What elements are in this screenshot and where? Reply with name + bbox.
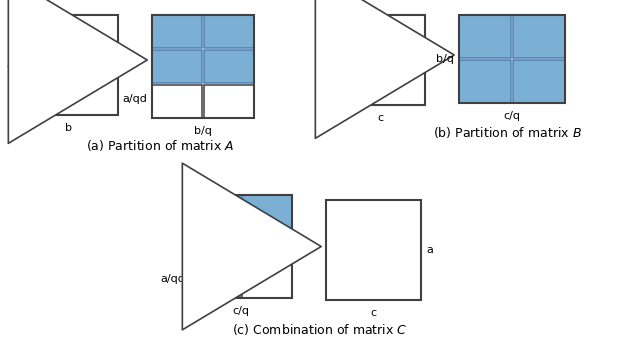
Bar — [513, 15, 565, 58]
Bar — [190, 265, 240, 298]
Text: b: b — [323, 55, 330, 65]
Bar — [190, 195, 292, 298]
Bar — [335, 15, 425, 105]
Text: (b) Partition of matrix $B$: (b) Partition of matrix $B$ — [433, 125, 582, 140]
Text: c: c — [371, 308, 376, 318]
Bar — [152, 85, 202, 118]
Text: c/q: c/q — [232, 306, 250, 316]
Text: a: a — [426, 245, 433, 255]
Text: a/qd: a/qd — [122, 94, 147, 105]
Text: (c) Combination of matrix $C$: (c) Combination of matrix $C$ — [232, 322, 408, 337]
Text: c: c — [377, 113, 383, 123]
Bar — [242, 230, 292, 263]
Bar — [18, 15, 118, 115]
Bar — [190, 195, 240, 228]
Bar — [152, 50, 202, 83]
Text: a/qd: a/qd — [160, 274, 185, 285]
Bar — [242, 265, 292, 298]
Text: a: a — [6, 60, 13, 70]
Bar — [242, 195, 292, 228]
Bar — [190, 230, 240, 263]
Bar — [204, 50, 254, 83]
Text: b/q: b/q — [194, 126, 212, 136]
Bar — [326, 200, 421, 300]
Bar — [204, 15, 254, 48]
Text: b: b — [65, 123, 72, 133]
Bar — [459, 15, 565, 103]
Text: c/q: c/q — [504, 111, 520, 121]
Bar — [152, 15, 202, 48]
Text: (a) Partition of matrix $A$: (a) Partition of matrix $A$ — [86, 138, 234, 153]
Bar — [204, 85, 254, 118]
Bar — [459, 60, 511, 103]
Bar — [459, 15, 511, 58]
Bar — [513, 60, 565, 103]
Bar — [152, 15, 254, 118]
Text: b/q: b/q — [436, 54, 454, 64]
